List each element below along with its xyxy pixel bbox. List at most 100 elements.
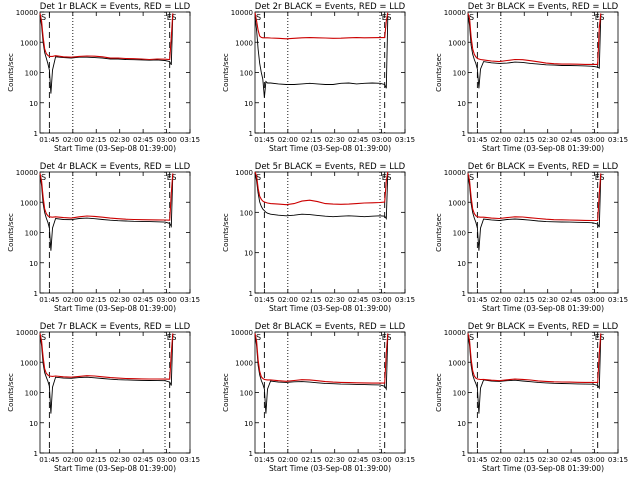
panel-title: Det 1r BLACK = Events, RED = LLD (40, 2, 191, 12)
series-line-lld (39, 13, 174, 61)
panel-title: Det 7r BLACK = Events, RED = LLD (40, 322, 191, 332)
marker-letter-s: S (599, 333, 604, 342)
x-tick-label: 02:45 (133, 456, 153, 464)
x-axis-label: Start Time (03-Sep-08 01:39:00) (54, 304, 176, 313)
y-tick-label: 10 (457, 260, 466, 268)
y-tick-label: 1 (34, 450, 38, 458)
x-axis-label: Start Time (03-Sep-08 01:39:00) (54, 464, 176, 473)
x-tick-label: 02:15 (514, 456, 534, 464)
y-tick-label: 1000 (235, 169, 253, 177)
marker-letter-e: E (382, 333, 387, 342)
series-line-lld (467, 173, 602, 222)
x-tick-label: 02:45 (348, 456, 368, 464)
y-axis-label: Counts/sec (7, 373, 15, 412)
y-tick-label: 10 (244, 420, 253, 428)
x-tick-label: 02:45 (348, 296, 368, 304)
marker-letter-s: S (386, 333, 391, 342)
x-tick-label: 03:15 (608, 456, 628, 464)
y-tick-label: 1000 (20, 359, 38, 367)
plot-frame (254, 171, 406, 294)
x-tick-label: 02:00 (278, 296, 298, 304)
x-tick-label: 02:45 (561, 296, 581, 304)
panel-det-7: Det 7r BLACK = Events, RED = LLD 1 10 100 10… (7, 322, 200, 473)
x-tick-label: 03:00 (584, 456, 604, 464)
panel-det-5: Det 5r BLACK = Events, RED = LLD 1 10 100 10… (222, 162, 415, 313)
x-tick-label: 02:30 (325, 296, 345, 304)
x-tick-label: 02:45 (133, 296, 153, 304)
x-axis-label: Start Time (03-Sep-08 01:39:00) (269, 144, 391, 153)
panel-det-8: Det 8r BLACK = Events, RED = LLD 1 10 100 10… (222, 322, 415, 473)
x-tick-label: 03:00 (156, 296, 176, 304)
x-tick-label: 03:15 (395, 136, 415, 144)
y-tick-label: 1000 (235, 359, 253, 367)
panel-title: Det 4r BLACK = Events, RED = LLD (40, 162, 191, 172)
corner-letter-s: S (256, 13, 261, 22)
y-tick-label: 100 (453, 230, 466, 238)
x-axis-label: Start Time (03-Sep-08 01:39:00) (269, 464, 391, 473)
series-line-events (254, 16, 389, 98)
x-tick-label: 03:15 (180, 296, 200, 304)
x-tick-label: 02:00 (278, 136, 298, 144)
x-tick-label: 03:00 (371, 136, 391, 144)
y-tick-label: 1 (462, 290, 466, 298)
y-axis-label: Counts/sec (222, 53, 230, 92)
x-tick-label: 02:30 (538, 136, 558, 144)
x-tick-label: 03:15 (180, 136, 200, 144)
x-tick-label: 02:30 (538, 456, 558, 464)
x-tick-label: 02:15 (86, 296, 106, 304)
x-tick-label: 02:15 (301, 136, 321, 144)
y-tick-label: 1 (462, 130, 466, 138)
x-tick-label: 01:45 (254, 456, 274, 464)
x-tick-label: 02:00 (491, 296, 511, 304)
y-tick-label: 1 (249, 450, 253, 458)
corner-letter-s: S (41, 13, 46, 22)
y-tick-label: 1 (249, 130, 253, 138)
marker-letter-s: S (171, 13, 176, 22)
series-line-events (254, 172, 389, 221)
y-tick-label: 10000 (444, 169, 466, 177)
x-tick-label: 02:00 (63, 456, 83, 464)
x-tick-label: 03:15 (608, 296, 628, 304)
y-tick-label: 10 (244, 250, 253, 258)
y-tick-label: 10000 (16, 9, 38, 17)
y-tick-label: 10 (457, 420, 466, 428)
series-line-events (467, 334, 602, 414)
y-tick-label: 1000 (20, 199, 38, 207)
x-tick-label: 02:45 (561, 136, 581, 144)
x-tick-label: 01:45 (39, 456, 59, 464)
y-tick-label: 1 (34, 130, 38, 138)
y-tick-label: 10000 (444, 9, 466, 17)
x-tick-label: 01:45 (467, 456, 487, 464)
x-tick-label: 02:45 (133, 136, 153, 144)
x-tick-label: 02:15 (301, 296, 321, 304)
x-tick-label: 02:00 (63, 136, 83, 144)
y-tick-label: 1000 (448, 199, 466, 207)
y-axis-label: Counts/sec (435, 373, 443, 412)
corner-letter-s: S (469, 333, 474, 342)
marker-letter-e: E (382, 13, 387, 22)
x-tick-label: 01:45 (39, 136, 59, 144)
series-line-events (467, 174, 602, 251)
x-tick-label: 02:00 (63, 296, 83, 304)
marker-letter-e: E (382, 173, 387, 182)
y-tick-label: 100 (240, 390, 253, 398)
x-tick-label: 01:45 (39, 296, 59, 304)
y-tick-label: 1 (249, 290, 253, 298)
x-tick-label: 03:00 (584, 296, 604, 304)
x-tick-label: 01:45 (254, 136, 274, 144)
corner-letter-s: S (41, 333, 46, 342)
marker-letter-s: S (599, 13, 604, 22)
x-tick-label: 02:15 (301, 456, 321, 464)
y-tick-label: 1000 (235, 39, 253, 47)
x-tick-label: 02:30 (110, 456, 130, 464)
y-tick-label: 100 (25, 230, 38, 238)
corner-letter-s: S (469, 13, 474, 22)
panel-title: Det 2r BLACK = Events, RED = LLD (255, 2, 406, 12)
y-tick-label: 100 (453, 390, 466, 398)
marker-letter-s: S (386, 13, 391, 22)
marker-letter-s: S (171, 173, 176, 182)
y-tick-label: 10000 (444, 329, 466, 337)
series-line-lld (254, 333, 389, 384)
